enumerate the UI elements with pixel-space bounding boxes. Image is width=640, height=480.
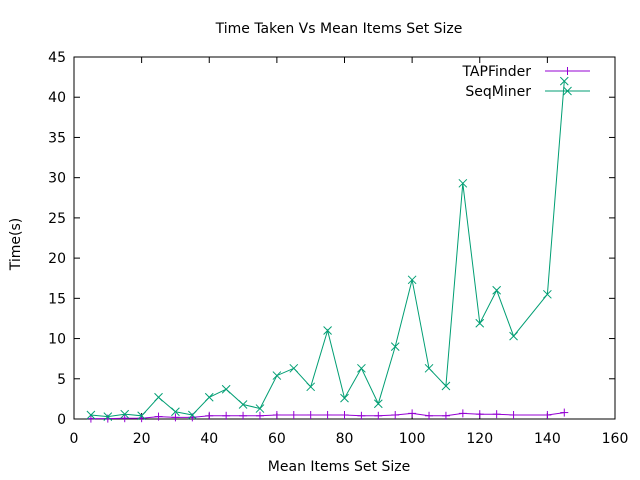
data-point-seqminer xyxy=(543,289,552,299)
data-point-tapfinder xyxy=(408,409,417,418)
data-point-tapfinder xyxy=(543,410,552,419)
x-tick-label: 20 xyxy=(133,431,151,447)
x-tick-label: 0 xyxy=(70,431,79,447)
legend-item-tapfinder: TAPFinder xyxy=(461,64,590,80)
data-point-tapfinder xyxy=(86,414,95,423)
legend-label-seqminer: SeqMiner xyxy=(465,84,531,100)
data-point-seqminer xyxy=(154,392,163,402)
y-tick-label: 5 xyxy=(57,372,66,388)
data-point-seqminer xyxy=(475,318,485,328)
series-seqminer xyxy=(86,76,569,421)
data-point-tapfinder xyxy=(340,410,349,419)
data-point-seqminer xyxy=(289,363,299,373)
legend: TAPFinder SeqMiner xyxy=(461,64,590,100)
data-point-seqminer xyxy=(255,404,265,413)
data-point-seqminer xyxy=(424,363,434,373)
data-point-seqminer xyxy=(492,285,502,295)
data-point-tapfinder xyxy=(357,411,366,420)
y-tick-label: 35 xyxy=(48,130,66,146)
y-tick-label: 20 xyxy=(48,251,66,267)
data-point-seqminer xyxy=(441,381,451,391)
data-point-seqminer xyxy=(187,410,197,420)
chart-title: Time Taken Vs Mean Items Set Size xyxy=(215,21,463,37)
data-point-seqminer xyxy=(204,392,214,402)
data-point-tapfinder xyxy=(475,410,484,419)
legend-marker-tapfinder xyxy=(563,67,572,75)
data-point-tapfinder xyxy=(391,410,400,419)
y-tick-label: 10 xyxy=(48,332,66,348)
x-tick-label: 40 xyxy=(200,431,218,447)
data-point-tapfinder xyxy=(560,408,569,417)
data-point-seqminer xyxy=(407,275,417,285)
data-point-tapfinder xyxy=(492,410,501,419)
y-tick-label: 30 xyxy=(48,171,66,187)
data-point-seqminer xyxy=(120,409,130,419)
data-point-seqminer xyxy=(340,393,349,403)
data-point-seqminer xyxy=(272,371,282,380)
series-line-seqminer xyxy=(90,81,565,418)
x-tick-label: 80 xyxy=(336,431,354,447)
data-point-tapfinder xyxy=(205,411,214,420)
legend-item-seqminer: SeqMiner xyxy=(465,84,590,100)
data-point-tapfinder xyxy=(272,410,281,419)
y-tick-label: 15 xyxy=(48,291,66,307)
data-point-seqminer xyxy=(458,178,468,188)
series-line-tapfinder xyxy=(90,412,565,420)
x-tick-label: 60 xyxy=(268,431,286,447)
data-point-tapfinder xyxy=(239,411,248,420)
data-point-seqminer xyxy=(238,400,248,409)
series-tapfinder xyxy=(86,408,569,423)
data-point-tapfinder xyxy=(120,414,129,423)
data-point-seqminer xyxy=(86,410,96,420)
data-point-tapfinder xyxy=(154,412,163,421)
data-point-seqminer xyxy=(323,326,332,335)
legend-marker-seqminer xyxy=(563,86,572,96)
data-point-seqminer xyxy=(390,342,400,351)
data-point-tapfinder xyxy=(171,413,180,422)
y-axis-label: Time(s) xyxy=(8,218,24,271)
data-point-seqminer xyxy=(559,76,569,86)
data-point-tapfinder xyxy=(323,410,332,419)
y-tick-label: 0 xyxy=(57,412,66,428)
data-point-seqminer xyxy=(373,399,383,409)
data-point-tapfinder xyxy=(441,411,450,420)
x-tick-label: 100 xyxy=(399,431,426,447)
data-point-seqminer xyxy=(221,384,231,394)
y-tick-label: 40 xyxy=(48,90,66,106)
data-point-tapfinder xyxy=(306,410,315,419)
data-point-tapfinder xyxy=(374,411,383,420)
data-point-tapfinder xyxy=(255,411,264,420)
series-layer xyxy=(86,76,569,423)
data-point-seqminer xyxy=(137,411,146,421)
y-tick-label: 45 xyxy=(48,50,66,66)
x-tick-label: 140 xyxy=(534,431,561,447)
data-point-seqminer xyxy=(509,331,518,341)
data-point-seqminer xyxy=(103,412,113,421)
data-point-tapfinder xyxy=(425,411,434,420)
x-tick-label: 160 xyxy=(602,431,629,447)
data-point-seqminer xyxy=(357,363,366,373)
y-tick-label: 25 xyxy=(48,211,66,227)
data-point-tapfinder xyxy=(222,411,231,420)
x-tick-label: 120 xyxy=(466,431,493,447)
data-point-tapfinder xyxy=(458,409,467,418)
data-point-seqminer xyxy=(171,407,180,417)
data-point-tapfinder xyxy=(509,410,518,419)
legend-label-tapfinder: TAPFinder xyxy=(461,64,531,80)
x-axis-label: Mean Items Set Size xyxy=(268,459,410,475)
data-point-seqminer xyxy=(306,382,316,392)
data-point-tapfinder xyxy=(289,410,298,419)
